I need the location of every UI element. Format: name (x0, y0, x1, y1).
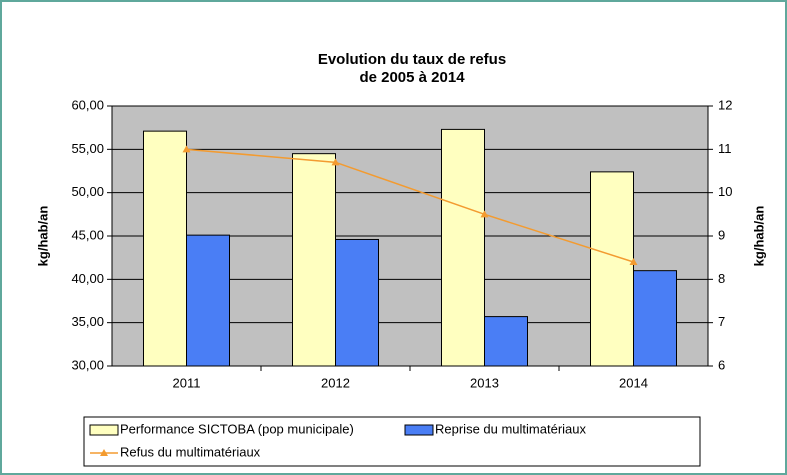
y2-tick-label: 9 (718, 227, 725, 242)
line-marker (629, 258, 638, 265)
bar (484, 316, 528, 367)
legend-label: Refus du multimatériaux (120, 444, 261, 459)
line-marker (480, 210, 489, 218)
chart-title: Evolution du taux de refus (318, 51, 506, 68)
y-tick-label: 45,00 (71, 227, 104, 242)
line-marker (331, 158, 340, 166)
y-tick-label: 40,00 (71, 271, 104, 286)
x-tick-label: 2014 (619, 375, 648, 390)
bar (186, 234, 230, 367)
line (186, 148, 634, 263)
y-tick-label: 55,00 (71, 141, 104, 156)
y2-axis-label: kg/hab/an (751, 206, 766, 267)
bar (292, 153, 336, 367)
bar (441, 128, 485, 367)
y2-tick-label: 6 (718, 357, 725, 372)
y2-tick-label: 11 (718, 141, 732, 156)
y-tick-label: 50,00 (71, 184, 104, 199)
legend-marker (100, 449, 108, 456)
legend-swatch (404, 424, 434, 436)
bar (590, 171, 634, 367)
bar (143, 130, 187, 367)
y-axis-label: kg/hab/an (35, 206, 50, 267)
y-tick-label: 35,00 (71, 314, 104, 329)
y2-tick-label: 8 (718, 271, 725, 286)
x-tick-label: 2013 (470, 375, 499, 390)
y-tick-label: 30,00 (71, 357, 104, 372)
bar (633, 270, 677, 367)
legend-label: Performance SICTOBA (pop municipale) (120, 421, 354, 436)
y-tick-label: 60,00 (71, 97, 104, 112)
y2-tick-label: 12 (718, 97, 732, 112)
x-tick-label: 2011 (173, 375, 201, 390)
line-marker (182, 145, 191, 153)
y2-tick-label: 10 (718, 184, 732, 199)
chart-title: de 2005 à 2014 (359, 69, 465, 86)
legend (83, 416, 701, 467)
bar (335, 238, 379, 367)
y2-tick-label: 7 (718, 314, 725, 329)
legend-label: Reprise du multimatériaux (435, 421, 587, 436)
x-tick-label: 2012 (321, 375, 350, 390)
legend-swatch (89, 424, 119, 436)
